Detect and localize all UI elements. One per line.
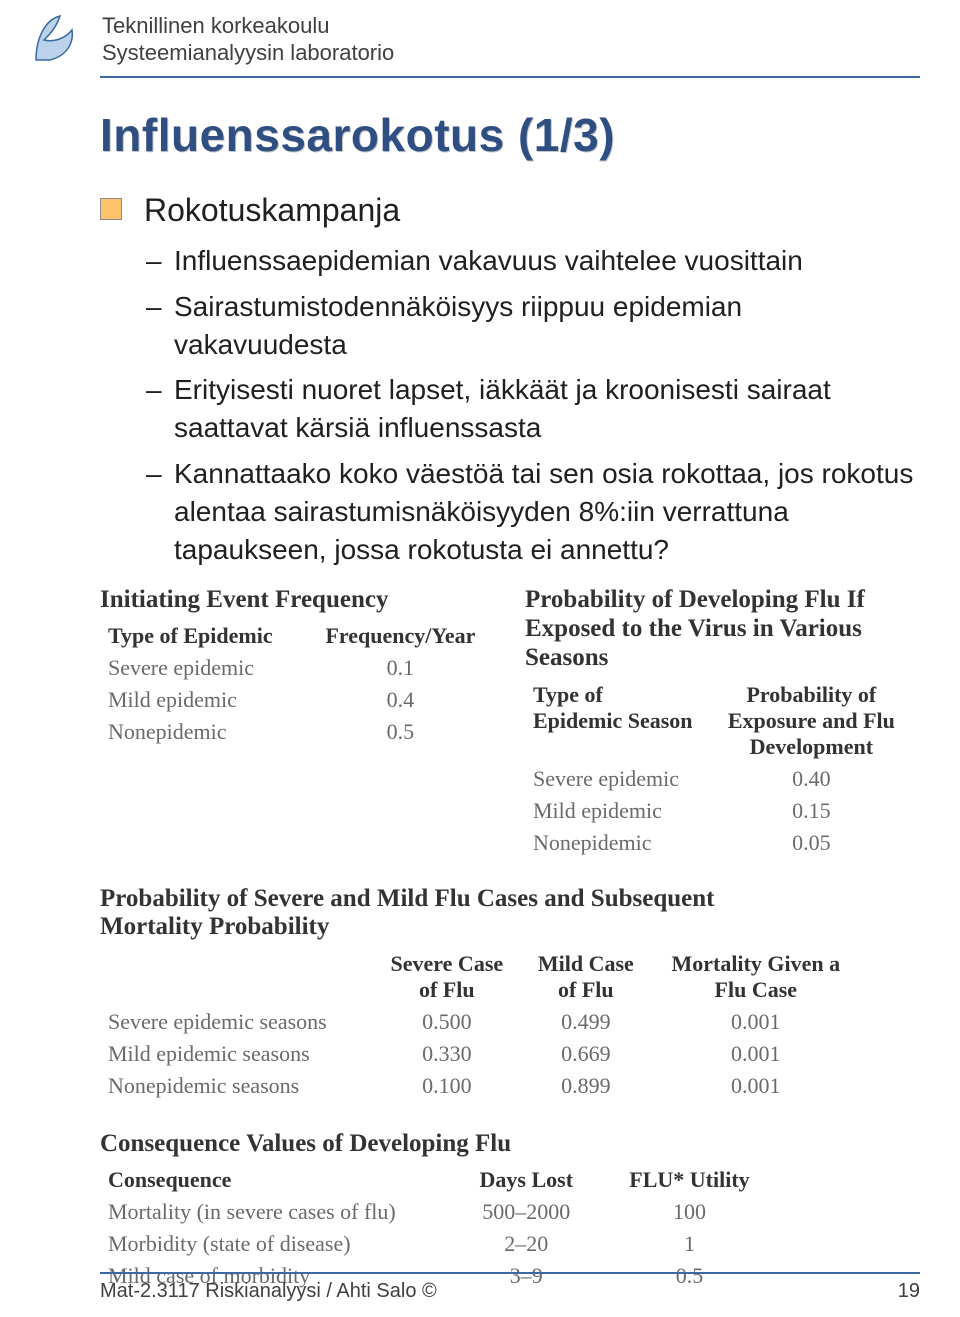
table-title-consequence: Consequence Values of Developing Flu — [100, 1130, 920, 1158]
table-title-exposure: Probability of Developing Flu If Exposed… — [525, 586, 920, 672]
col-header: Mortality Given a Flu Case — [652, 948, 860, 1006]
subitem-text: Erityisesti nuoret lapset, iäkkäät ja kr… — [174, 371, 920, 447]
cell: 0.100 — [374, 1070, 521, 1102]
cell: Mild epidemic seasons — [100, 1038, 374, 1070]
bullet-icon — [100, 198, 122, 220]
cell: 0.4 — [306, 684, 495, 716]
cell: Mortality (in severe cases of flu) — [100, 1196, 454, 1228]
cell: 0.05 — [703, 827, 920, 859]
table-severity: Severe Case of Flu Mild Case of Flu Mort… — [100, 948, 860, 1102]
col-header: Consequence — [100, 1164, 454, 1196]
subitem: – Kannattaako koko väestöä tai sen osia … — [146, 455, 920, 568]
cell: 0.1 — [306, 652, 495, 684]
cell: Nonepidemic — [100, 716, 306, 748]
cell: Mild epidemic — [100, 684, 306, 716]
cell: 0.001 — [652, 1070, 860, 1102]
table-frequency: Type of Epidemic Frequency/Year Severe e… — [100, 620, 495, 748]
subitem-text: Kannattaako koko väestöä tai sen osia ro… — [174, 455, 920, 568]
cell: 0.5 — [306, 716, 495, 748]
subitem-text: Sairastumistodennäköisyys riippuu epidem… — [174, 288, 920, 364]
col-header — [100, 948, 374, 1006]
cell: 0.15 — [703, 795, 920, 827]
cell: 0.500 — [374, 1006, 521, 1038]
institution-logo — [30, 10, 88, 68]
col-header: Probability of Exposure and Flu Developm… — [703, 679, 920, 763]
cell: 0.669 — [520, 1038, 651, 1070]
institution-line2: Systeemianalyysin laboratorio — [102, 39, 394, 67]
header: Teknillinen korkeakoulu Systeemianalyysi… — [0, 0, 960, 74]
subitem: – Erityisesti nuoret lapset, iäkkäät ja … — [146, 371, 920, 447]
col-header: Type of Epidemic Season — [525, 679, 703, 763]
page-title: Influenssarokotus (1/3) — [100, 108, 920, 162]
col-header: Mild Case of Flu — [520, 948, 651, 1006]
cell: Severe epidemic seasons — [100, 1006, 374, 1038]
subitem: – Influenssaepidemian vakavuus vaihtelee… — [146, 242, 920, 280]
subitem: – Sairastumistodennäköisyys riippuu epid… — [146, 288, 920, 364]
institution-name: Teknillinen korkeakoulu Systeemianalyysi… — [102, 12, 394, 67]
col-header: FLU* Utility — [599, 1164, 780, 1196]
institution-line1: Teknillinen korkeakoulu — [102, 12, 394, 40]
table-title-severity: Probability of Severe and Mild Flu Cases… — [100, 885, 720, 943]
cell: 0.001 — [652, 1006, 860, 1038]
cell: 0.40 — [703, 763, 920, 795]
footer-left: Mat-2.3117 Riskianalyysi / Ahti Salo © — [100, 1280, 437, 1303]
header-divider — [100, 76, 920, 78]
col-header: Frequency/Year — [306, 620, 495, 652]
col-header: Type of Epidemic — [100, 620, 306, 652]
col-header: Severe Case of Flu — [374, 948, 521, 1006]
subitem-text: Influenssaepidemian vakavuus vaihtelee v… — [174, 242, 920, 280]
bullet-item: Rokotuskampanja — [100, 190, 920, 230]
cell: 2–20 — [454, 1228, 599, 1260]
cell: 500–2000 — [454, 1196, 599, 1228]
cell: Nonepidemic seasons — [100, 1070, 374, 1102]
table-title-frequency: Initiating Event Frequency — [100, 586, 495, 614]
subitem-list: – Influenssaepidemian vakavuus vaihtelee… — [100, 242, 920, 568]
page-number: 19 — [898, 1280, 920, 1303]
cell: Severe epidemic — [525, 763, 703, 795]
cell: Morbidity (state of disease) — [100, 1228, 454, 1260]
cell: 1 — [599, 1228, 780, 1260]
cell: Severe epidemic — [100, 652, 306, 684]
cell: Mild epidemic — [525, 795, 703, 827]
cell: 0.499 — [520, 1006, 651, 1038]
footer: Mat-2.3117 Riskianalyysi / Ahti Salo © 1… — [100, 1272, 920, 1303]
cell: 0.001 — [652, 1038, 860, 1070]
cell: 100 — [599, 1196, 780, 1228]
cell: Nonepidemic — [525, 827, 703, 859]
cell: 0.899 — [520, 1070, 651, 1102]
cell: 0.330 — [374, 1038, 521, 1070]
col-header: Days Lost — [454, 1164, 599, 1196]
bullet-text: Rokotuskampanja — [144, 190, 400, 230]
table-exposure: Type of Epidemic Season Probability of E… — [525, 679, 920, 859]
tables-block: Initiating Event Frequency Type of Epide… — [100, 586, 920, 1292]
